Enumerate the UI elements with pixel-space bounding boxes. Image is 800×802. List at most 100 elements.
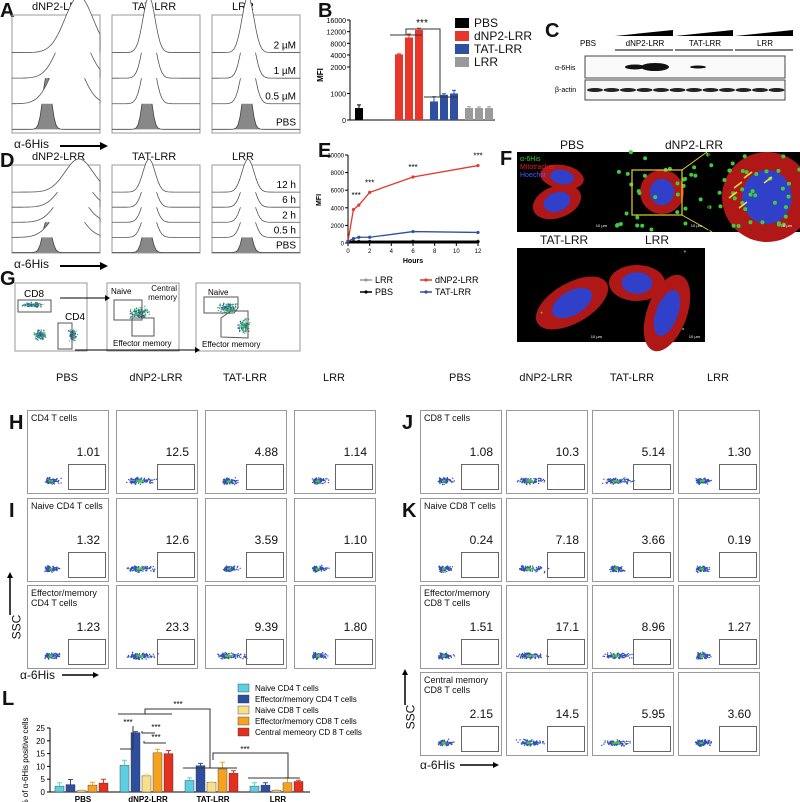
y-tick-label: 0 bbox=[342, 118, 346, 125]
his-signal bbox=[649, 227, 654, 232]
event-dot bbox=[320, 570, 323, 572]
significance-stars: *** bbox=[365, 178, 374, 187]
bar bbox=[415, 29, 423, 120]
event-dot bbox=[221, 306, 224, 309]
event-dot bbox=[52, 482, 55, 485]
event-dot bbox=[319, 480, 321, 483]
his-signal bbox=[764, 169, 769, 174]
event-dot bbox=[226, 566, 229, 569]
histogram-curve bbox=[112, 74, 200, 130]
event-dot bbox=[137, 656, 139, 658]
bar bbox=[54, 785, 65, 793]
bar bbox=[355, 108, 363, 120]
event-dot bbox=[68, 340, 71, 342]
event-dot bbox=[223, 657, 225, 660]
event-dot bbox=[69, 335, 72, 338]
gate-percentage: 4.88 bbox=[254, 445, 278, 459]
event-dot bbox=[44, 335, 46, 337]
event-dot bbox=[147, 656, 149, 658]
event-dot bbox=[130, 477, 133, 480]
event-dot bbox=[248, 323, 251, 326]
event-dot bbox=[46, 567, 49, 569]
event-dot bbox=[226, 307, 229, 310]
histogram-level-label: 12 h bbox=[277, 180, 296, 191]
event-dot bbox=[45, 570, 48, 572]
event-dot bbox=[54, 655, 57, 657]
gate-percentage: 1.23 bbox=[76, 620, 100, 634]
column-header: TAT-LRR bbox=[609, 372, 655, 384]
event-dot bbox=[40, 330, 43, 332]
event-dot bbox=[152, 482, 154, 484]
event-dot bbox=[151, 479, 154, 481]
event-dot bbox=[47, 655, 49, 657]
event-dot bbox=[443, 478, 445, 481]
event-dot bbox=[316, 658, 318, 661]
x-tick-label: 10 bbox=[453, 249, 460, 255]
hist-frame bbox=[211, 14, 301, 134]
bar bbox=[228, 773, 239, 793]
event-dot bbox=[151, 568, 154, 570]
event-dot bbox=[144, 655, 147, 658]
event-dot bbox=[222, 309, 225, 311]
event-dot bbox=[224, 479, 227, 482]
his-signal bbox=[615, 223, 620, 228]
event-dot bbox=[145, 310, 147, 312]
x-tick-label: 0 bbox=[346, 249, 350, 255]
event-dot bbox=[147, 311, 149, 313]
error-bar bbox=[155, 748, 160, 753]
scale-bar-label: 10 µm bbox=[689, 334, 701, 339]
event-dot bbox=[225, 477, 228, 480]
event-dot bbox=[147, 654, 149, 657]
arrow-head bbox=[100, 142, 108, 150]
event-dot bbox=[230, 303, 233, 306]
event-dot bbox=[137, 566, 140, 568]
band bbox=[768, 88, 785, 92]
event-dot bbox=[155, 478, 158, 480]
his-signal bbox=[781, 154, 786, 159]
image-title: LRR bbox=[645, 233, 670, 247]
event-dot bbox=[314, 570, 317, 573]
event-dot bbox=[48, 479, 50, 481]
column-header: dNP2-LRR bbox=[129, 372, 183, 384]
event-dot bbox=[242, 328, 245, 330]
event-dot bbox=[130, 480, 133, 483]
event-dot bbox=[152, 653, 154, 655]
event-dot bbox=[228, 304, 230, 306]
event-dot bbox=[223, 478, 226, 481]
error-bar bbox=[252, 782, 257, 787]
event-dot bbox=[232, 655, 235, 657]
event-dot bbox=[245, 319, 247, 321]
event-dot bbox=[222, 303, 225, 306]
event-dot bbox=[144, 309, 146, 312]
data-point bbox=[368, 235, 372, 239]
event-dot bbox=[245, 330, 247, 333]
event-dot bbox=[34, 333, 36, 335]
significance-stars: *** bbox=[123, 718, 132, 727]
gate-percentage: 1.10 bbox=[343, 533, 367, 547]
gate-percentage: 1.08 bbox=[469, 445, 493, 459]
event-dot bbox=[131, 570, 134, 572]
event-dot bbox=[148, 477, 150, 480]
hist-frame bbox=[11, 164, 101, 254]
event-dot bbox=[245, 329, 248, 331]
event-dot bbox=[243, 325, 245, 328]
his-signal bbox=[625, 171, 630, 176]
event-dot bbox=[47, 480, 49, 482]
event-dot bbox=[243, 655, 246, 657]
event-dot bbox=[237, 327, 239, 329]
event-dot bbox=[73, 333, 75, 336]
plot-frame bbox=[14, 282, 88, 352]
gate-label: Naive bbox=[208, 288, 229, 297]
flow-plot: 4.88 bbox=[205, 410, 287, 494]
event-dot bbox=[319, 565, 321, 568]
event-dot bbox=[141, 654, 144, 656]
bar bbox=[260, 784, 271, 793]
event-dot bbox=[129, 480, 131, 482]
band bbox=[686, 88, 702, 92]
event-dot bbox=[318, 654, 320, 657]
flow-plot: 1.14 bbox=[294, 410, 376, 494]
event-dot bbox=[217, 309, 220, 312]
event-dot bbox=[34, 304, 37, 306]
error-bar bbox=[187, 777, 192, 781]
